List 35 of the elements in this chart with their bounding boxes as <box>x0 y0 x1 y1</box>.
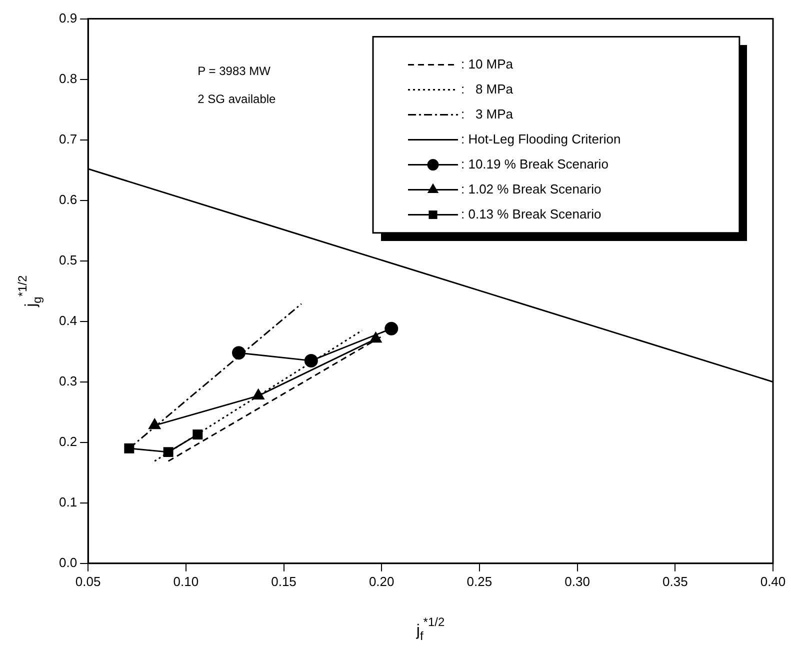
point <box>192 430 203 440</box>
legend-label: : Hot-Leg Flooding Criterion <box>461 131 621 146</box>
x-tick-label: 0.25 <box>466 574 492 589</box>
y-tick-label: 0.8 <box>58 70 78 86</box>
y-tick-label: 0.2 <box>58 434 78 449</box>
point <box>163 447 174 458</box>
legend-label: : 10 MPa <box>461 56 514 72</box>
y-tick-label: 0.7 <box>58 131 78 146</box>
y-tick-label: 0.6 <box>58 192 78 207</box>
x-tick-label: 0.05 <box>75 574 101 589</box>
y-tick-label: 0.0 <box>58 554 78 570</box>
point <box>232 346 246 360</box>
y-tick-label: 0.3 <box>58 373 78 388</box>
y-tick-label: 0.9 <box>58 10 78 26</box>
y-tick-label: 0.1 <box>58 494 78 510</box>
point <box>252 389 264 400</box>
legend-label: : 3 MPa <box>461 106 514 122</box>
y-axis-title: jg*1/2 <box>15 274 44 308</box>
legend-label: : 10.19 % Break Scenario <box>461 156 608 172</box>
x-tick-label: 0.10 <box>173 574 199 589</box>
y-tick-label: 0.4 <box>58 312 78 328</box>
x-tick-label: 0.20 <box>368 574 394 589</box>
legend-label: : 1.02 % Break Scenario <box>461 181 602 196</box>
annotation: 2 SG available <box>198 92 276 106</box>
x-tick-label: 0.30 <box>564 574 590 589</box>
x-tick-label: 0.15 <box>271 574 296 589</box>
point <box>304 354 318 368</box>
legend-label: : 8 MPa <box>461 81 514 96</box>
point <box>384 322 398 336</box>
legend-label: : 0.13 % Break Scenario <box>461 206 602 222</box>
y-tick-label: 0.5 <box>58 252 78 268</box>
x-tick-label: 0.35 <box>662 574 688 589</box>
point <box>124 443 134 454</box>
x-tick-label: 0.40 <box>760 574 786 589</box>
annotation: P = 3983 MW <box>198 64 272 78</box>
